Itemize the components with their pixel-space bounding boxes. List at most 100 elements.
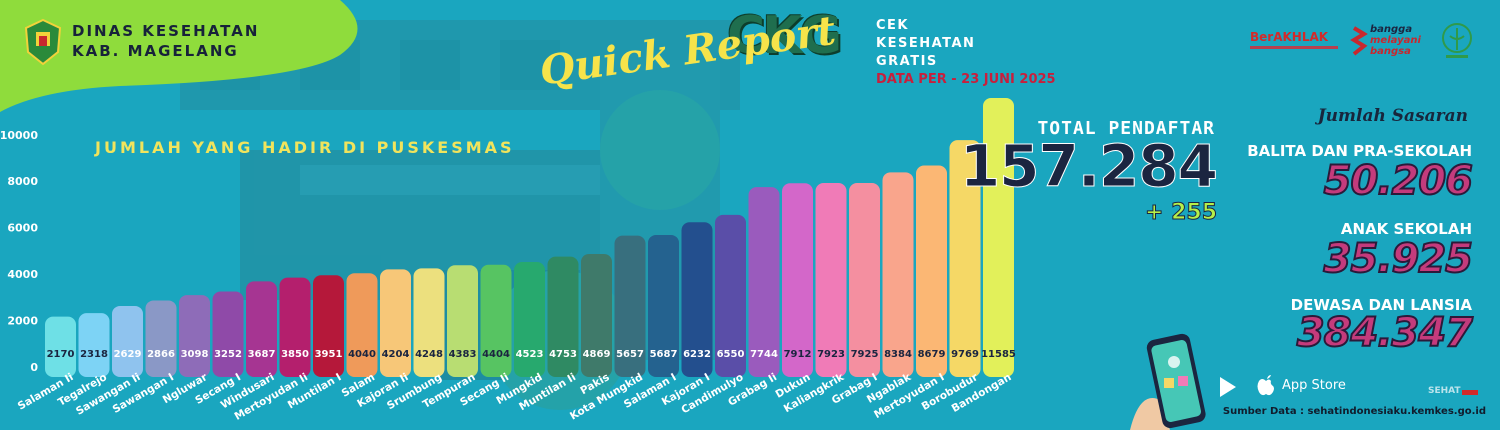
bar — [480, 264, 512, 377]
bar-value-label: 5657 — [616, 349, 644, 360]
bar — [782, 183, 813, 377]
bar — [380, 269, 411, 377]
y-tick-label: 2000 — [7, 315, 38, 328]
bar — [849, 182, 880, 377]
bar — [78, 313, 110, 377]
bar — [983, 98, 1014, 377]
berakhlak-logo: BerAKHLAK — [1250, 30, 1329, 44]
target-adult-label: DEWASA DAN LANSIA — [1290, 296, 1472, 314]
google-play-icon — [1220, 377, 1236, 397]
target-school-value: 35.925 — [1323, 235, 1474, 283]
bar — [681, 222, 713, 377]
ckg-sub-cek: CEK — [876, 18, 909, 33]
chart-title: JUMLAH YANG HADIR DI PUSKESMAS — [95, 138, 515, 157]
bar — [648, 234, 679, 377]
bar-value-label: 8384 — [884, 349, 912, 360]
ckg-sub-gratis: GRATIS — [876, 54, 938, 69]
data-source: Sumber Data : sehatindonesiaku.kemkes.go… — [1222, 406, 1486, 417]
bar — [815, 183, 847, 377]
bars-group — [45, 98, 1014, 377]
org-name-line1: DINAS KESEHATAN — [72, 22, 260, 40]
bar-value-label: 4523 — [516, 349, 544, 360]
berakhlak-logo-underline — [1250, 46, 1338, 49]
bar-value-label: 4204 — [382, 349, 410, 360]
bar-value-label: 3098 — [181, 349, 209, 360]
value-labels-group: 2170 2318 2629 2866 3098 3252 3687 3850 3951 4040… — [47, 349, 1016, 360]
bar — [447, 265, 478, 377]
sehat-indonesiaku-logo: SEHAT — [1428, 386, 1461, 396]
target-balita-value: 50.206 — [1323, 157, 1474, 205]
app-store-label: App Store — [1282, 378, 1346, 393]
bar — [346, 273, 378, 377]
phone-app-illustration — [1130, 333, 1206, 430]
bangga-logo-line3: bangsa — [1370, 46, 1411, 57]
ckg-logo-text: CKG — [727, 6, 842, 66]
org-name-line2: KAB. MAGELANG — [72, 42, 239, 60]
bar — [581, 253, 612, 377]
bar — [313, 275, 344, 377]
bar — [212, 291, 244, 377]
bar — [547, 256, 579, 377]
kemenkes-logo — [1442, 23, 1472, 58]
bar-value-label: 4248 — [415, 349, 443, 360]
apple-icon — [1257, 375, 1274, 396]
bar — [279, 277, 311, 377]
y-tick-label: 10000 — [0, 129, 38, 142]
sehat-logo-flag — [1462, 390, 1478, 395]
bar-value-label: 9769 — [951, 349, 979, 360]
bar — [882, 172, 914, 377]
bar — [715, 214, 746, 377]
bangga-melayani-logo-icon — [1350, 26, 1368, 56]
bar-value-label: 3687 — [248, 349, 276, 360]
bar-value-label: 6232 — [683, 349, 711, 360]
bar-value-label: 7744 — [750, 349, 778, 360]
bar-value-label: 2629 — [114, 349, 142, 360]
bar-value-label: 3252 — [214, 349, 242, 360]
ckg-sub-kesehatan: KESEHATAN — [876, 36, 976, 51]
bar — [916, 165, 947, 377]
bar-value-label: 6550 — [717, 349, 745, 360]
y-tick-label: 8000 — [7, 175, 38, 188]
bar-value-label: 4753 — [549, 349, 577, 360]
bar-value-label: 4869 — [583, 349, 611, 360]
y-tick-label: 0 — [30, 361, 38, 374]
y-tick-label: 4000 — [7, 268, 38, 281]
bar — [748, 187, 780, 377]
bar-value-label: 7923 — [817, 349, 845, 360]
y-tick-label: 6000 — [7, 222, 38, 235]
data-date: DATA PER - 23 JUNI 2025 — [876, 72, 1056, 87]
bar — [179, 295, 210, 377]
bar-value-label: 8679 — [918, 349, 946, 360]
bar-value-label: 5687 — [650, 349, 678, 360]
bar-value-label: 4383 — [449, 349, 477, 360]
bar — [514, 261, 545, 377]
bar-value-label: 7912 — [784, 349, 812, 360]
total-registrants-value: 157.284 — [959, 132, 1218, 201]
total-registrants-delta: + 255 — [1144, 200, 1217, 226]
target-adult-value: 384.347 — [1296, 309, 1474, 357]
title-banner-shape — [0, 0, 358, 112]
bar — [145, 300, 177, 377]
bar-value-label: 4404 — [482, 349, 510, 360]
bar-value-label: 2866 — [147, 349, 175, 360]
bangga-logo-line1: bangga — [1370, 24, 1413, 35]
bangga-logo-line2: melayani — [1370, 35, 1421, 46]
bar-value-label: 11585 — [981, 349, 1016, 360]
kabupaten-emblem-logo — [24, 18, 62, 66]
bar-value-label: 2318 — [80, 349, 108, 360]
bar — [614, 235, 646, 377]
total-registrants-label: TOTAL PENDAFTAR — [1037, 118, 1215, 139]
bar-value-label: 2170 — [47, 349, 75, 360]
bar — [246, 281, 277, 377]
bar — [949, 140, 981, 377]
target-balita-label: BALITA DAN PRA-SEKOLAH — [1247, 142, 1472, 160]
bar-value-label: 7925 — [851, 349, 879, 360]
bar-value-label: 4040 — [348, 349, 376, 360]
target-group-title: Jumlah Sasaran — [1317, 106, 1468, 126]
bar-value-label: 3951 — [315, 349, 343, 360]
bar-value-label: 3850 — [281, 349, 309, 360]
bar — [112, 305, 143, 377]
bar — [413, 268, 445, 377]
